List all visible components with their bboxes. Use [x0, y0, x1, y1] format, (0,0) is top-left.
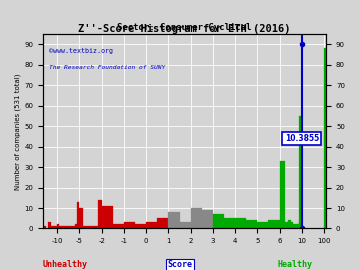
Bar [59, 227, 62, 228]
Bar [77, 202, 80, 228]
Text: 10.3855: 10.3855 [285, 134, 319, 143]
Bar [288, 220, 291, 228]
Bar [87, 227, 91, 228]
Bar [293, 224, 296, 228]
Bar [50, 227, 53, 228]
Bar [94, 227, 98, 228]
Text: ©www.textbiz.org: ©www.textbiz.org [49, 48, 113, 54]
Bar [282, 222, 285, 228]
Bar [146, 222, 157, 228]
Bar [57, 224, 59, 228]
Text: Sector: Consumer Cyclical: Sector: Consumer Cyclical [117, 23, 252, 32]
Bar [48, 222, 50, 228]
Bar [64, 227, 66, 228]
Bar [280, 161, 285, 228]
Bar [280, 222, 282, 228]
Bar [73, 227, 75, 228]
Bar [68, 227, 71, 228]
Bar [71, 227, 73, 228]
Bar [124, 222, 135, 228]
Bar [299, 116, 302, 228]
Bar [98, 200, 102, 228]
Bar [168, 212, 180, 228]
Bar [202, 210, 213, 228]
Bar [80, 208, 83, 228]
Text: Healthy: Healthy [278, 260, 313, 269]
Bar [291, 222, 293, 228]
Bar [269, 220, 280, 228]
Bar [44, 227, 46, 228]
Bar [224, 218, 235, 228]
Bar [102, 206, 113, 228]
Bar [257, 222, 269, 228]
Bar [180, 222, 191, 228]
Bar [157, 218, 168, 228]
Bar [235, 218, 246, 228]
Bar [191, 208, 202, 228]
Bar [246, 220, 257, 228]
Bar [83, 227, 87, 228]
Bar [324, 49, 326, 228]
Bar [213, 214, 224, 228]
Bar [62, 227, 64, 228]
Text: Score: Score [167, 260, 193, 269]
Bar [113, 224, 124, 228]
Y-axis label: Number of companies (531 total): Number of companies (531 total) [15, 73, 22, 190]
Title: Z''-Score Histogram for ETH (2016): Z''-Score Histogram for ETH (2016) [78, 24, 291, 34]
Bar [299, 222, 302, 228]
Text: Unhealthy: Unhealthy [42, 260, 87, 269]
Bar [53, 227, 55, 228]
Bar [296, 224, 299, 228]
Bar [75, 224, 77, 228]
Bar [55, 227, 57, 228]
Bar [66, 227, 68, 228]
Text: The Research Foundation of SUNY: The Research Foundation of SUNY [49, 65, 165, 70]
Bar [91, 227, 94, 228]
Bar [135, 224, 146, 228]
Bar [285, 222, 288, 228]
